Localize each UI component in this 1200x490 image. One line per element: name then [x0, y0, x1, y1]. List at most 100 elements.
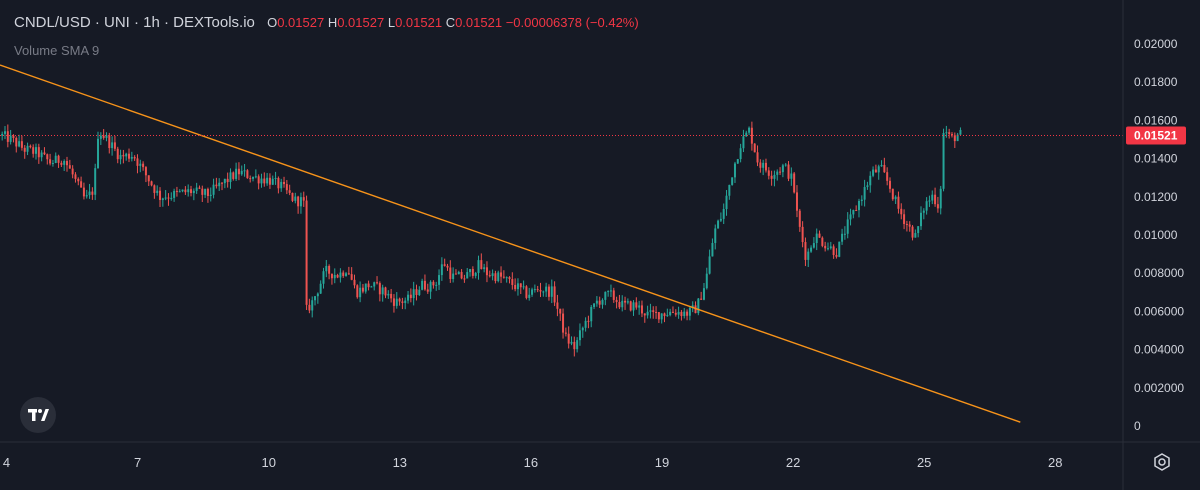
candle-down: [536, 289, 539, 291]
time-axis[interactable]: 4 7 10 13 16 19 22 25 28: [3, 455, 1063, 470]
candle-down: [378, 283, 381, 295]
candle-up: [660, 313, 663, 320]
candle-down: [66, 160, 69, 166]
candle-up: [531, 289, 534, 295]
tradingview-logo[interactable]: [20, 397, 56, 433]
candle-down: [29, 145, 32, 148]
candle-down: [443, 264, 446, 266]
price-axis[interactable]: 0.02000 0.01800 0.01600 0.01400 0.01200 0.010…: [1134, 37, 1184, 433]
candle-up: [474, 272, 477, 276]
symbol-title[interactable]: CNDL/USD · UNI · 1h · DEXTools.io: [14, 14, 255, 31]
candle-up: [516, 283, 519, 290]
candle-down: [911, 226, 914, 238]
candle-down: [361, 287, 364, 292]
candle-up: [333, 274, 336, 279]
candle-up: [364, 283, 367, 292]
candle-up: [843, 233, 846, 235]
candle-up: [260, 178, 263, 184]
candle-down: [832, 246, 835, 255]
candle-up: [505, 277, 508, 279]
candle-down: [409, 294, 412, 299]
candle-down: [113, 142, 116, 149]
candle-down: [562, 313, 565, 333]
trend-line[interactable]: [0, 64, 1021, 423]
candle-up: [457, 271, 460, 275]
candle-up: [223, 178, 226, 184]
candle-up: [711, 242, 714, 257]
low-value: 0.01521: [395, 15, 443, 30]
candle-up: [322, 271, 325, 284]
candle-down: [787, 164, 790, 179]
candle-up: [243, 170, 246, 172]
candle-down: [888, 180, 891, 189]
candle-down: [305, 200, 308, 305]
volume-indicator-label[interactable]: Volume SMA 9: [14, 43, 100, 58]
candle-up: [170, 197, 173, 199]
close-label: C: [445, 15, 456, 30]
candle-down: [133, 157, 136, 159]
y-tick-label: 0.01800: [1134, 75, 1178, 89]
candle-up: [863, 187, 866, 200]
candle-down: [302, 197, 305, 201]
candle-down: [494, 273, 497, 282]
candle-down: [415, 289, 418, 296]
candle-down: [587, 320, 590, 322]
candle-up: [733, 163, 736, 178]
candle-up: [280, 181, 283, 189]
candle-up: [838, 241, 841, 257]
candle-down: [330, 273, 333, 279]
candle-up: [314, 296, 317, 301]
candle-up: [739, 148, 742, 160]
candle-down: [342, 272, 345, 276]
candle-down: [285, 184, 288, 191]
candle-down: [446, 265, 449, 268]
candle-down: [598, 300, 601, 305]
candle-down: [6, 131, 9, 142]
candle-down: [277, 177, 280, 189]
candle-up: [736, 159, 739, 164]
candle-down: [184, 189, 187, 193]
candle-down: [908, 224, 911, 227]
candle-up: [97, 138, 100, 169]
candle-up: [483, 267, 486, 269]
candle-up: [917, 226, 920, 234]
candle-up: [860, 199, 863, 201]
candle-up: [99, 135, 102, 139]
x-tick-label: 13: [393, 455, 407, 470]
candle-down: [539, 290, 542, 292]
candle-up: [928, 200, 931, 202]
candle-up: [677, 311, 680, 315]
candle-up: [581, 327, 584, 331]
candle-down: [573, 341, 576, 350]
candle-up: [252, 176, 255, 179]
candle-down: [15, 137, 18, 147]
candle-up: [595, 300, 598, 304]
candle-down: [356, 285, 359, 298]
candle-up: [404, 300, 407, 303]
candle-down: [263, 178, 266, 184]
candle-down: [753, 143, 756, 153]
candle-down: [201, 188, 204, 195]
settings-gear-icon[interactable]: [1152, 452, 1172, 472]
candle-up: [959, 129, 962, 135]
candle-up: [195, 187, 198, 191]
candle-up: [18, 141, 21, 147]
candle-up: [407, 294, 410, 301]
candle-up: [105, 135, 108, 138]
candle-up: [748, 127, 751, 133]
candle-down: [624, 300, 627, 303]
candle-up: [271, 178, 274, 185]
candle-down: [77, 178, 80, 182]
candle-up: [395, 298, 398, 306]
candle-down: [221, 182, 224, 184]
candle-down: [376, 282, 379, 284]
y-tick-label: 0.01400: [1134, 152, 1178, 166]
candle-down: [793, 173, 796, 193]
candle-up: [533, 289, 536, 291]
candle-up: [125, 153, 128, 157]
candle-down: [46, 154, 49, 160]
candle-down: [759, 162, 762, 168]
candle-down: [23, 147, 26, 152]
candle-up: [666, 315, 669, 317]
